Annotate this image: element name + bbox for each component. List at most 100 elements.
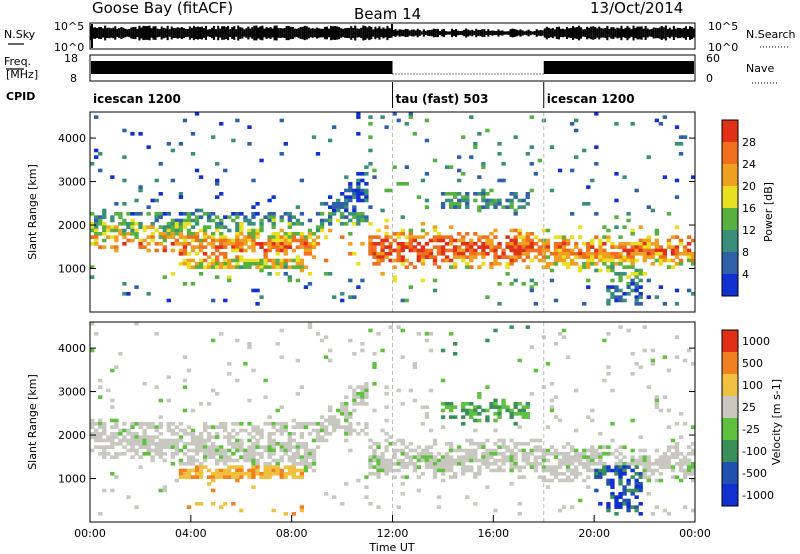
heat-cell [485,238,490,243]
heat-cell [94,218,99,223]
noise-bar [283,28,286,38]
heat-cell [501,452,506,456]
heat-cell [440,478,446,483]
heat-cell [634,495,639,499]
heat-cell [247,448,252,453]
heat-cell [134,198,139,203]
heat-cell [690,425,696,429]
heat-cell [327,218,333,223]
heat-cell [485,465,490,469]
heat-cell [271,245,276,249]
heat-cell [344,205,349,209]
heat-cell [299,268,305,273]
heat-cell [638,455,643,459]
heat-cell [388,242,393,246]
noise-bar [102,28,105,38]
heat-cell [267,472,272,476]
heat-cell [279,432,284,436]
heat-cell [444,235,450,239]
heat-cell [263,252,268,256]
heat-cell [186,228,192,233]
heat-cell [283,448,288,453]
heat-cell [461,402,466,406]
heat-cell [436,248,442,253]
heat-cell [299,258,305,263]
noise-bar [144,26,147,40]
heat-cell [106,235,111,239]
heat-cell [388,442,393,446]
heat-cell [327,272,333,276]
heat-cell [473,232,478,236]
noise-bar [406,29,409,37]
heat-cell [477,205,482,209]
heat-cell [533,242,538,246]
noise-bar [237,25,240,41]
noise-bar [158,29,161,37]
heat-cell [126,438,131,443]
cpid-label: CPID [6,90,35,103]
heat-cell [190,248,196,253]
heat-cell [424,172,430,176]
heat-cell [376,472,381,476]
heat-cell [94,232,99,236]
heat-cell [319,425,325,429]
heat-cell [513,248,518,253]
heat-cell [505,272,510,276]
heat-cell [190,442,196,446]
heat-cell [182,432,188,436]
heat-cell [206,235,212,239]
heat-cell [267,215,272,219]
heat-cell [606,445,611,449]
heat-cell [106,452,111,456]
heat-cell [307,228,313,233]
heat-cell [610,492,615,496]
heat-cell [424,332,430,336]
heat-cell [606,365,611,369]
noise-bar [503,31,506,35]
heat-cell [400,465,405,469]
heat-cell [211,472,216,476]
heat-cell [606,332,611,336]
heat-cell [162,212,167,216]
heat-cell [598,475,603,479]
heat-cell [654,228,659,233]
heat-cell [372,458,377,463]
heat-cell [549,452,555,456]
heat-cell [98,418,103,423]
heat-cell [578,458,583,463]
heat-cell [606,228,611,233]
heat-cell [473,242,478,246]
heat-cell [162,232,167,236]
heat-cell [227,458,232,463]
heat-cell [380,465,385,469]
heat-cell [420,455,426,459]
heat-cell [247,342,252,346]
heat-cell [223,455,228,459]
heat-cell [497,302,502,306]
heat-cell [170,452,175,456]
heat-cell [505,262,510,266]
heat-cell [239,475,244,479]
heat-cell [469,245,474,249]
heat-cell [206,435,212,439]
noise-bar [626,25,629,41]
heat-cell [198,462,204,466]
heat-cell [223,472,228,476]
heat-cell [114,455,119,459]
heat-cell [211,218,216,223]
heat-cell [243,238,248,243]
heat-cell [553,465,559,469]
heat-cell [590,238,595,243]
heat-cell [170,248,175,253]
heat-cell [485,192,490,196]
heat-cell [477,245,482,249]
noise-bar [620,25,623,41]
noise-bar [140,27,143,39]
heat-cell [424,255,430,259]
noise-bar [557,26,560,40]
heat-cell [275,265,280,269]
heat-cell [578,248,583,253]
heat-cell [98,435,103,439]
heat-cell [682,245,688,249]
